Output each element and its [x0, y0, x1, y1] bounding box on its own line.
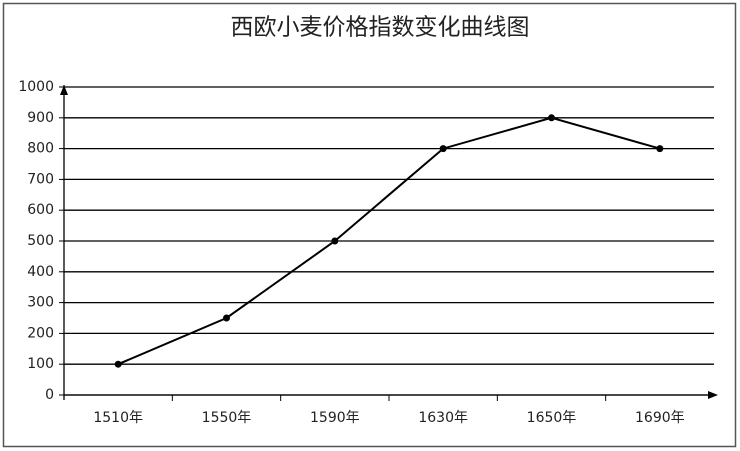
y-tick-label: 500 — [27, 233, 54, 249]
x-tick-label: 1510年 — [93, 410, 143, 426]
point — [223, 314, 230, 322]
point — [331, 237, 339, 245]
x-tick-label: 1550年 — [202, 410, 252, 426]
x-tick-label: 1590年 — [310, 410, 360, 426]
point — [656, 145, 664, 153]
x-axis-arrow — [708, 391, 718, 399]
y-axis-arrow — [60, 85, 68, 95]
point — [548, 114, 555, 122]
y-tick-label: 700 — [27, 171, 54, 187]
x-tick-label: 1630年 — [418, 410, 468, 426]
chart-title: 西欧小麦价格指数变化曲线图 — [231, 15, 530, 41]
x-tick-label: 1650年 — [527, 410, 577, 426]
y-tick-label: 600 — [27, 202, 54, 218]
x-tick-label: 1690年 — [635, 410, 685, 426]
y-tick-label: 200 — [27, 325, 54, 341]
point — [114, 360, 122, 368]
y-tick-label: 100 — [27, 356, 54, 372]
y-tick-label: 1000 — [18, 79, 54, 95]
y-tick-label: 800 — [27, 141, 54, 157]
y-tick-label: 0 — [45, 387, 54, 403]
line — [117, 116, 661, 366]
y-tick-label: 900 — [27, 110, 54, 126]
y-tick-label: 400 — [27, 264, 54, 280]
point — [439, 145, 447, 153]
y-tick-label: 300 — [27, 295, 54, 311]
